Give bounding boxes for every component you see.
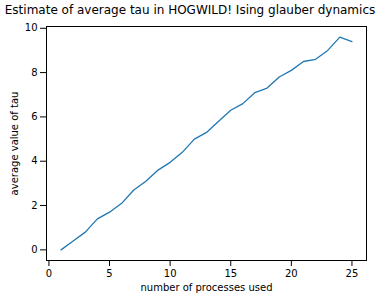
svg-text:20: 20 <box>285 268 298 279</box>
svg-text:average value of tau: average value of tau <box>9 92 20 196</box>
svg-text:4: 4 <box>31 155 37 166</box>
svg-text:10: 10 <box>164 268 177 279</box>
svg-text:number of processes used: number of processes used <box>140 282 272 293</box>
svg-text:25: 25 <box>346 268 359 279</box>
svg-text:6: 6 <box>31 111 37 122</box>
svg-text:0: 0 <box>46 268 52 279</box>
html-text:Estimate of average tau in HOG: Estimate of average tau in HOGWILD! Isin… <box>4 3 376 17</box>
svg-text:0: 0 <box>31 244 37 255</box>
svg-text:5: 5 <box>106 268 112 279</box>
svg-text:15: 15 <box>224 268 237 279</box>
svg-text:8: 8 <box>31 67 37 78</box>
svg-text:10: 10 <box>25 22 38 33</box>
svg-text:2: 2 <box>31 200 37 211</box>
